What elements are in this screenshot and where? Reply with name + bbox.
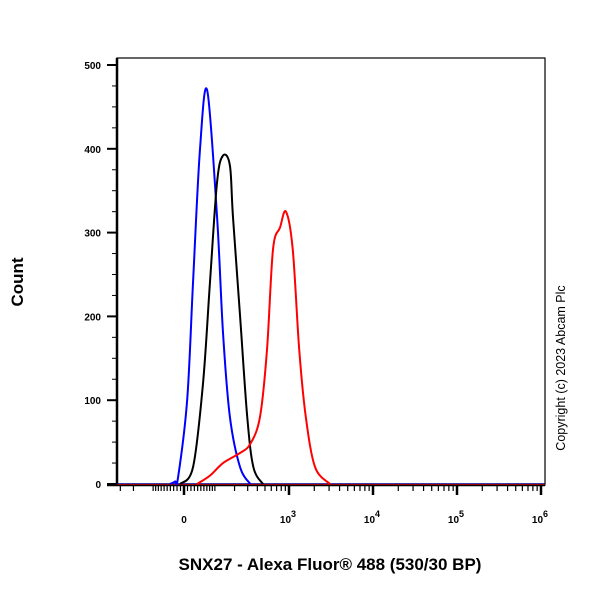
histogram-curve [179, 153, 264, 485]
histogram-curve [196, 210, 331, 485]
y-axis-label: Count [8, 257, 27, 307]
x-tick-label: 106 [532, 509, 548, 526]
y-tick-label: 400 [84, 145, 101, 156]
x-tick-base: 10 [448, 515, 460, 526]
x-tick-label: 105 [448, 509, 464, 526]
x-tick-base: 0 [181, 515, 187, 526]
y-tick-label: 200 [84, 312, 101, 323]
x-tick-label: 104 [364, 509, 380, 526]
x-axis-label: SNX27 - Alexa Fluor® 488 (530/30 BP) [178, 555, 482, 574]
y-tick-label: 300 [84, 229, 101, 240]
x-tick-exponent: 3 [291, 509, 296, 519]
y-tick-label: 0 [95, 480, 101, 491]
x-tick-base: 10 [280, 515, 292, 526]
x-tick-base: 10 [364, 515, 376, 526]
y-tick-label: 100 [84, 396, 101, 407]
histogram-curve [169, 87, 252, 486]
x-tick-exponent: 5 [459, 509, 464, 519]
copyright-text: Copyright (c) 2023 Abcam Plc [554, 285, 568, 451]
x-tick-label: 103 [280, 509, 296, 526]
x-tick-label: 0 [181, 515, 187, 526]
y-tick-label: 500 [84, 61, 101, 72]
x-tick-exponent: 6 [543, 509, 548, 519]
x-tick-base: 10 [532, 515, 544, 526]
plot-frame [116, 57, 546, 486]
x-tick-exponent: 4 [375, 509, 380, 519]
